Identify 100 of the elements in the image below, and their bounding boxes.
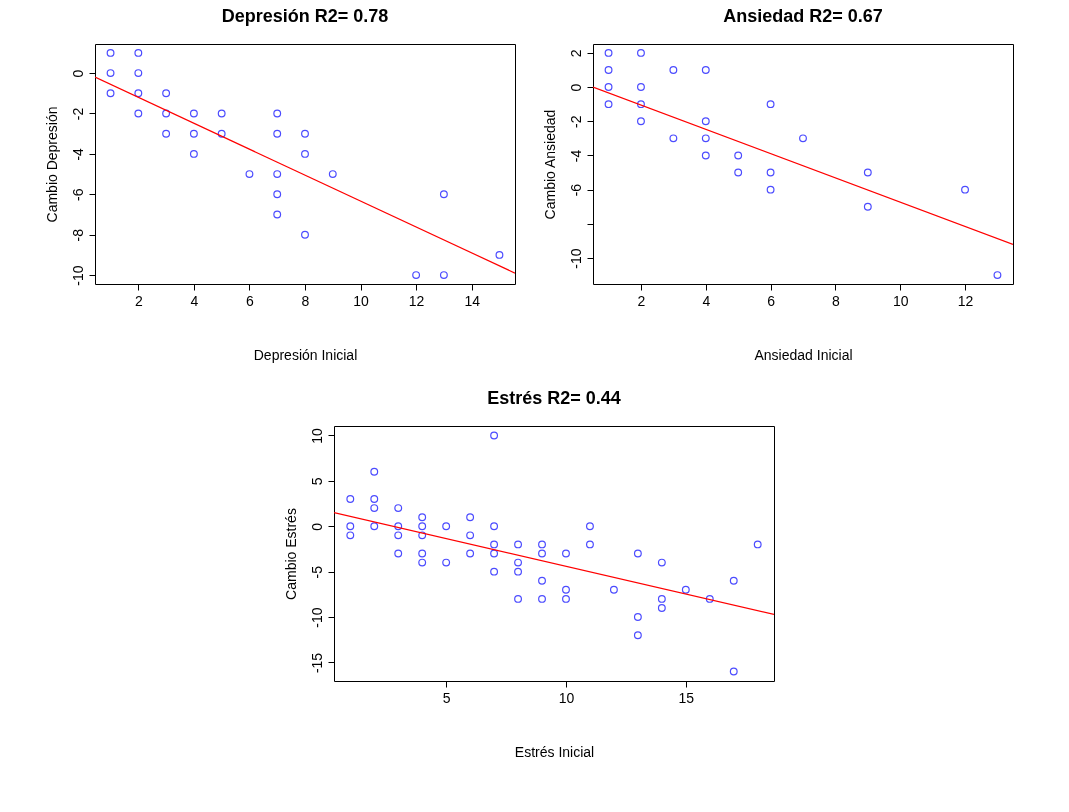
point <box>863 202 872 211</box>
y-tick-label: -8 <box>69 228 85 242</box>
point <box>370 467 379 476</box>
point <box>490 540 499 549</box>
x-axis-title: Depresión Inicial <box>253 346 357 363</box>
y-tick-label: -4 <box>567 149 583 163</box>
y-axis-title: Cambio Estrés <box>282 508 299 600</box>
point <box>604 66 613 74</box>
point <box>394 504 403 513</box>
point <box>300 230 309 239</box>
point <box>538 594 546 603</box>
point <box>798 134 807 143</box>
y-tick-label: 5 <box>308 477 325 486</box>
point <box>633 631 642 640</box>
point <box>514 594 523 603</box>
point <box>705 594 714 603</box>
y-tick-label: 10 <box>308 427 325 444</box>
point <box>133 89 142 98</box>
point <box>106 69 115 78</box>
point <box>490 522 499 531</box>
point <box>300 149 309 158</box>
x-tick-label: 2 <box>637 292 646 309</box>
point <box>189 129 198 138</box>
point <box>418 558 427 567</box>
chart-title: Ansiedad R2= 0.67 <box>722 6 883 26</box>
y-tick-label: -10 <box>69 265 85 286</box>
point <box>538 576 546 585</box>
point <box>370 504 379 513</box>
point <box>633 549 642 558</box>
y-tick-label: -10 <box>567 248 583 269</box>
point <box>863 168 872 177</box>
y-tick-label: -15 <box>308 652 325 674</box>
x-tick-label: 5 <box>442 689 451 706</box>
point <box>636 117 645 126</box>
y-tick-label: -2 <box>69 107 85 121</box>
point <box>494 250 503 259</box>
point <box>394 531 403 540</box>
point <box>604 100 613 109</box>
point <box>733 168 742 177</box>
x-tick-label: 15 <box>678 689 695 706</box>
point <box>733 151 742 160</box>
point <box>272 170 281 179</box>
point <box>133 48 142 57</box>
y-tick-label: 0 <box>69 69 85 78</box>
point <box>701 151 710 160</box>
y-tick-label: -4 <box>69 147 85 161</box>
point <box>272 109 281 118</box>
point <box>370 522 379 531</box>
point <box>538 540 546 549</box>
point <box>668 134 677 143</box>
point <box>189 109 198 118</box>
x-tick-label: 10 <box>892 292 909 309</box>
x-tick-label: 2 <box>134 292 143 309</box>
point <box>538 549 546 558</box>
y-tick-label: 0 <box>567 83 583 92</box>
x-tick-label: 8 <box>831 292 840 309</box>
point <box>701 66 710 74</box>
point <box>604 48 613 57</box>
x-tick-label: 14 <box>463 292 480 309</box>
point <box>636 48 645 57</box>
point <box>681 585 690 594</box>
point <box>490 431 499 440</box>
point <box>106 48 115 57</box>
point <box>394 549 403 558</box>
x-tick-label: 4 <box>189 292 198 309</box>
point <box>394 522 403 531</box>
point <box>133 109 142 118</box>
point <box>217 109 226 118</box>
point <box>609 585 618 594</box>
point <box>633 613 642 622</box>
point <box>562 585 570 594</box>
point <box>161 89 170 98</box>
point <box>133 69 142 78</box>
point <box>442 522 451 531</box>
point <box>562 549 570 558</box>
point <box>244 170 253 179</box>
point <box>657 594 666 603</box>
point <box>346 522 355 531</box>
point <box>370 495 379 503</box>
point <box>346 531 355 540</box>
point <box>585 522 594 531</box>
y-tick-label: -5 <box>308 565 325 579</box>
y-tick-label: -6 <box>567 183 583 197</box>
point <box>272 190 281 199</box>
y-tick-label: 2 <box>567 49 583 58</box>
point <box>272 129 281 138</box>
y-axis-title: Cambio Depresión <box>43 106 59 223</box>
point <box>490 549 499 558</box>
point <box>514 558 523 567</box>
point <box>657 604 666 612</box>
point <box>300 129 309 138</box>
point <box>418 531 427 540</box>
point <box>161 129 170 138</box>
x-tick-label: 6 <box>245 292 254 309</box>
point <box>411 271 420 280</box>
x-tick-label: 6 <box>766 292 775 309</box>
point <box>418 513 427 522</box>
point <box>328 170 337 179</box>
point <box>439 190 448 199</box>
point <box>514 540 523 549</box>
